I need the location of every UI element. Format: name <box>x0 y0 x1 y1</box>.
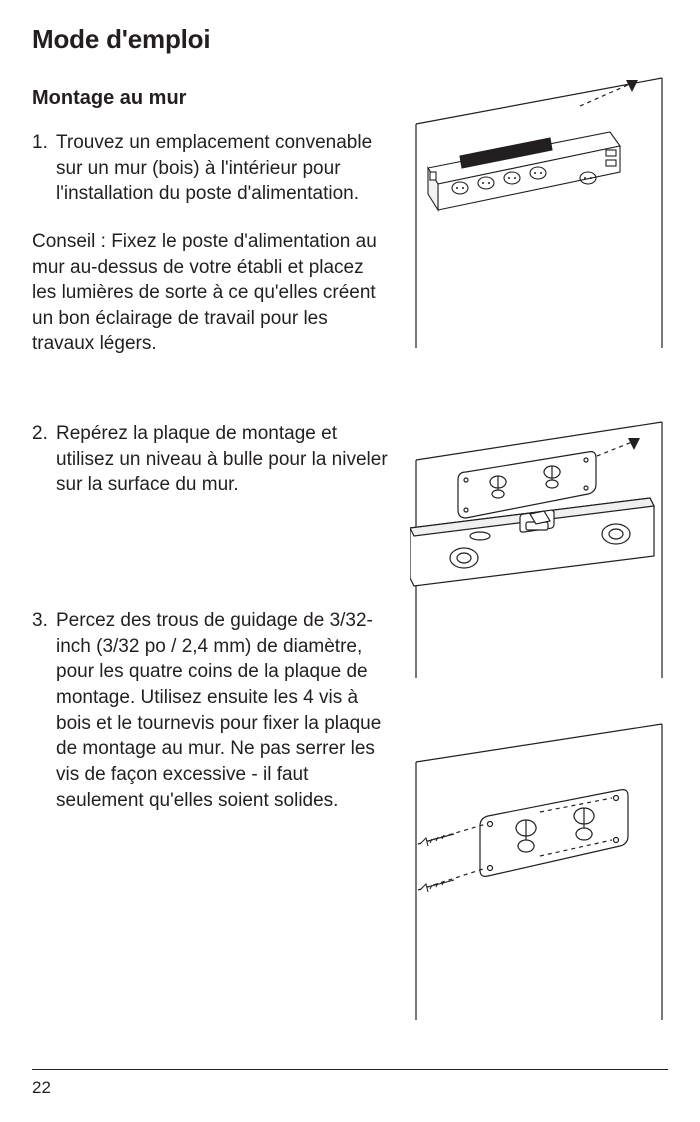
step-3-num: 3. <box>32 608 56 813</box>
figure-2-svg <box>410 418 668 678</box>
figure-3-svg <box>410 720 668 1020</box>
step-1-tip: Conseil : Fixez le poste d'alimentation … <box>32 229 392 357</box>
step-1-textcol: 1. Trouvez un emplacement convenable sur… <box>32 130 392 357</box>
step-2-num: 2. <box>32 421 56 498</box>
step-2-textcol: 2. Repérez la plaque de montage et utili… <box>32 421 392 498</box>
figure-1-svg <box>410 60 668 348</box>
step-2: 2. Repérez la plaque de montage et utili… <box>32 421 392 498</box>
step-2-body: Repérez la plaque de montage et utilisez… <box>56 421 392 498</box>
page-title: Mode d'emploi <box>32 24 668 55</box>
footer-divider <box>32 1069 668 1070</box>
figure-1 <box>410 60 668 348</box>
page: Mode d'emploi Montage au mur 1. Trouvez … <box>0 0 700 1122</box>
step-1-num: 1. <box>32 130 56 207</box>
page-number: 22 <box>32 1078 51 1098</box>
step-1-body: Trouvez un emplacement convenable sur un… <box>56 130 392 207</box>
step-3-textcol: 3. Percez des trous de guidage de 3/32-i… <box>32 608 392 813</box>
step-3-body: Percez des trous de guidage de 3/32-inch… <box>56 608 392 813</box>
figure-3 <box>410 720 668 1020</box>
figure-2 <box>410 418 668 678</box>
step-1: 1. Trouvez un emplacement convenable sur… <box>32 130 392 207</box>
step-3: 3. Percez des trous de guidage de 3/32-i… <box>32 608 392 813</box>
